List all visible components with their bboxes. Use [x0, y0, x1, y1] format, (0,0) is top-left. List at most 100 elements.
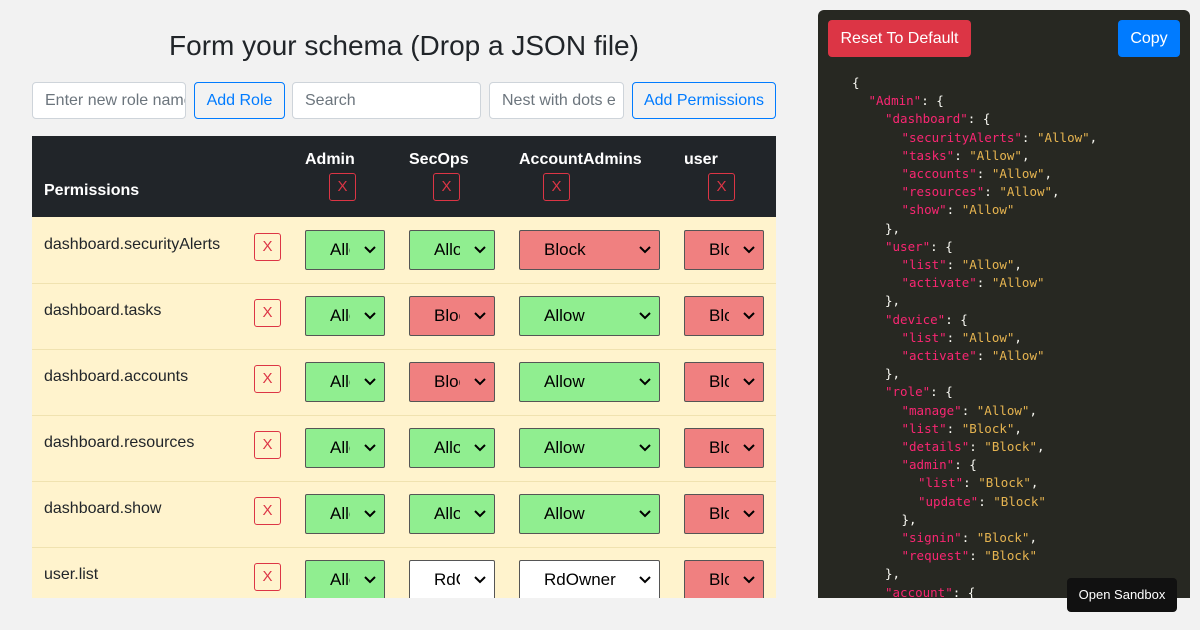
permission-select[interactable]: Block	[409, 296, 495, 336]
arrow-path	[639, 312, 651, 320]
json-punctuation: {	[852, 75, 860, 90]
json-punctuation: : {	[952, 584, 976, 598]
code-line: "tasks": "Allow",	[902, 147, 1030, 165]
permission-select[interactable]: Allow	[519, 428, 660, 468]
code-line: "role": {	[885, 383, 953, 401]
select-value: Block	[709, 372, 729, 391]
remove-permission-button[interactable]: X	[254, 233, 281, 261]
json-key: "user"	[885, 238, 931, 254]
code-line: },	[885, 565, 900, 583]
json-string: "Allow"	[976, 402, 1030, 418]
arrow-path	[743, 312, 755, 320]
permission-select[interactable]: Allow	[519, 362, 660, 402]
copy-button[interactable]: Copy	[1118, 20, 1180, 57]
permission-select[interactable]: Allow	[409, 230, 495, 270]
open-sandbox-button[interactable]: Open Sandbox	[1067, 578, 1177, 612]
permission-select[interactable]: Block	[684, 428, 764, 468]
select-value: Allow	[330, 306, 350, 325]
code-line: },	[902, 511, 917, 529]
remove-permission-button[interactable]: X	[254, 497, 281, 525]
json-string: "Allow"	[991, 275, 1045, 291]
json-punctuation: },	[901, 511, 917, 527]
permission-input[interactable]: Nest with dots e	[489, 82, 624, 119]
remove-permission-button[interactable]: X	[254, 299, 281, 327]
add-role-button[interactable]: Add Role	[194, 82, 285, 119]
select-value: Allow	[544, 372, 585, 391]
select-value: Block	[544, 240, 586, 259]
select-arrow	[474, 378, 486, 386]
arrow-path	[364, 378, 376, 386]
select-value: Allow	[330, 372, 350, 391]
json-punctuation: :	[961, 402, 977, 418]
code-line: "admin": {	[902, 456, 977, 474]
select-value: Allow	[434, 438, 460, 457]
json-string: "Block"	[976, 530, 1030, 545]
permission-select[interactable]: Allow	[519, 494, 660, 534]
code-line: "request": "Block"	[902, 547, 1037, 565]
select-arrow	[639, 576, 651, 584]
json-punctuation: :	[969, 439, 985, 454]
permission-select[interactable]: Block	[684, 230, 764, 270]
permission-select[interactable]: Allow	[305, 296, 385, 336]
arrow-path	[474, 444, 486, 452]
select-arrow	[743, 444, 755, 452]
permission-select[interactable]: Allow	[409, 428, 495, 468]
role-input[interactable]: Enter new role name	[32, 82, 186, 119]
select-arrow	[474, 576, 486, 584]
permission-select[interactable]: Allow	[519, 296, 660, 336]
permission-select[interactable]: Allow	[305, 362, 385, 402]
role-name: SecOps	[409, 151, 469, 168]
arrow-path	[364, 444, 376, 452]
permission-select[interactable]: Allow	[305, 560, 385, 598]
remove-role-button[interactable]: X	[543, 173, 570, 201]
permission-select[interactable]: Block	[684, 296, 764, 336]
table-row	[32, 218, 776, 284]
select-value: Allow	[330, 240, 350, 259]
json-punctuation: ,	[1052, 184, 1060, 200]
role-name: Admin	[305, 151, 355, 168]
select-arrow	[639, 510, 651, 518]
permission-select[interactable]: Allow	[305, 494, 385, 534]
select-arrow	[639, 312, 651, 320]
permission-select[interactable]: Block	[684, 362, 764, 402]
add-permissions-button[interactable]: Add Permissions	[632, 82, 776, 119]
permission-select[interactable]: Allow	[305, 428, 385, 468]
remove-role-button[interactable]: X	[329, 173, 356, 201]
role-name: user	[684, 151, 718, 168]
permission-select[interactable]: RdOwner	[409, 560, 495, 598]
json-string: "Allow"	[961, 329, 1015, 345]
json-punctuation: :	[976, 166, 992, 181]
json-punctuation: :	[946, 202, 962, 218]
select-value: RdOwner	[434, 570, 460, 589]
select-value: Allow	[434, 240, 460, 259]
permission-select[interactable]: RdOwner	[519, 560, 660, 598]
code-line: "update": "Block"	[918, 493, 1046, 511]
search-input[interactable]: Search	[292, 82, 481, 119]
permission-select[interactable]: Allow	[305, 230, 385, 270]
json-key: "list"	[901, 329, 947, 345]
permission-select[interactable]: Block	[684, 560, 764, 598]
code-line: },	[885, 220, 900, 238]
select-arrow	[639, 246, 651, 254]
permission-select[interactable]: Block	[519, 230, 660, 270]
permission-select[interactable]: Allow	[409, 494, 495, 534]
select-value: Block	[434, 306, 460, 325]
remove-permission-button[interactable]: X	[254, 563, 281, 591]
remove-role-button[interactable]: X	[433, 173, 460, 201]
code-line: "resources": "Allow",	[902, 183, 1060, 201]
permission-select[interactable]: Block	[684, 494, 764, 534]
permission-select[interactable]: Block	[409, 362, 495, 402]
json-key: "list"	[918, 475, 964, 491]
json-string: "Allow"	[969, 147, 1022, 163]
json-key: "show"	[901, 202, 947, 218]
json-key: "account"	[885, 584, 953, 598]
reset-button[interactable]: Reset To Default	[828, 20, 971, 57]
remove-role-button[interactable]: X	[708, 173, 735, 201]
remove-permission-button[interactable]: X	[254, 431, 281, 459]
remove-permission-button[interactable]: X	[254, 365, 281, 393]
select-arrow	[364, 312, 376, 320]
json-key: "tasks"	[901, 147, 955, 163]
table-row	[32, 548, 776, 598]
arrow-path	[743, 510, 755, 518]
permission-name: dashboard.securityAlerts	[44, 236, 221, 253]
